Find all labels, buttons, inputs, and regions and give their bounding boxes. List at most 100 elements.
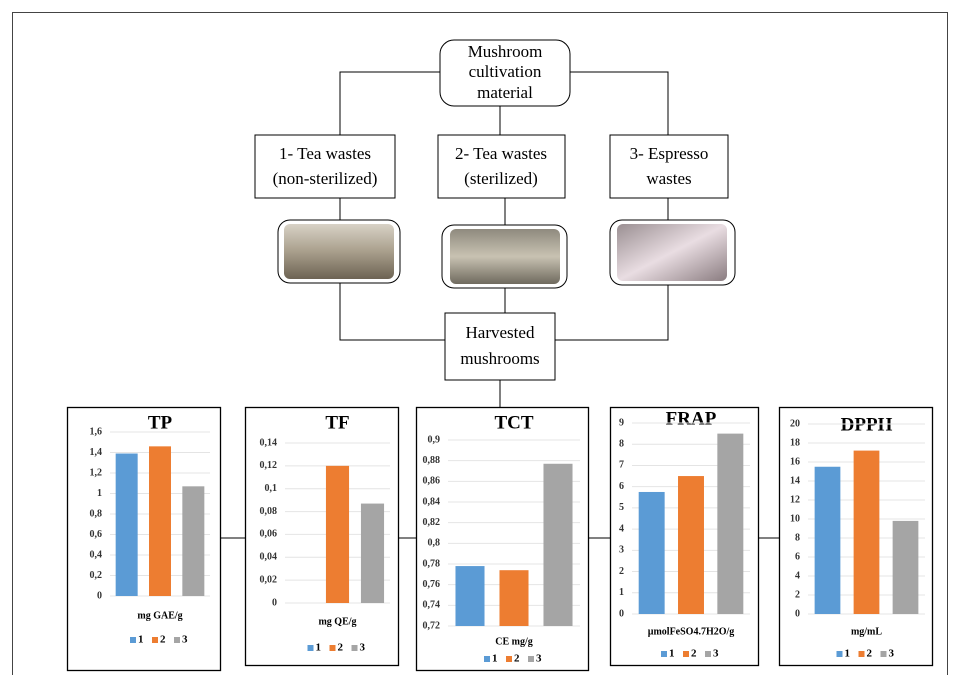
bar [182,486,204,596]
y-tick-label: 16 [790,456,800,467]
bar [149,446,171,596]
legend-swatch [152,637,158,643]
substrate-label: 1- Tea wastes [279,144,371,163]
y-tick-label: 0,74 [423,600,441,611]
y-tick-label: 0 [619,608,624,619]
y-tick-label: 0,72 [423,620,441,631]
chart-title: DPPH [841,414,893,435]
legend-label: 3 [360,642,366,654]
legend-label: 2 [867,648,873,660]
y-tick-label: 2 [795,589,800,600]
y-tick-label: 0,06 [260,529,278,540]
legend-swatch [683,651,689,657]
y-tick-label: 14 [790,475,800,486]
substrate-label: wastes [646,169,691,188]
legend-swatch [352,645,358,651]
legend-label: 2 [160,634,166,646]
legend-swatch [506,656,512,662]
y-tick-label: 9 [619,417,624,428]
y-tick-label: 4 [619,523,624,534]
y-tick-label: 0,82 [423,517,441,528]
bar [361,504,384,603]
legend-swatch [484,656,490,662]
y-tick-label: 6 [795,551,800,562]
bar [326,466,349,603]
mushroom-photo [617,224,727,281]
harvest-label: mushrooms [460,349,539,368]
x-axis-label: mg QE/g [318,616,356,627]
y-tick-label: 0,12 [260,460,278,471]
y-tick-label: 12 [790,494,800,505]
source-label: Mushroom [468,42,543,61]
legend-label: 2 [338,642,344,654]
y-tick-label: 5 [619,502,624,513]
legend-swatch [528,656,534,662]
y-tick-label: 0,9 [428,434,441,445]
legend-label: 2 [514,653,520,665]
chart-title: TP [148,412,173,433]
y-tick-label: 0,08 [260,506,278,517]
legend-swatch [174,637,180,643]
substrate-label: (non-sterilized) [273,169,378,188]
chart-title: TCT [494,412,533,433]
x-axis-label: CE mg/g [495,636,533,647]
bar [116,454,138,596]
x-axis-label: mg/mL [851,626,882,637]
y-tick-label: 1,4 [90,447,103,458]
legend-label: 1 [845,648,851,660]
y-tick-label: 0,76 [423,579,441,590]
source-label: material [477,83,533,102]
legend-label: 2 [691,648,697,660]
y-tick-label: 1,2 [90,467,103,478]
y-tick-label: 0,8 [428,538,441,549]
y-tick-label: 0,1 [265,483,278,494]
legend-swatch [308,645,314,651]
y-tick-label: 8 [619,439,624,450]
y-tick-label: 0,4 [90,549,103,560]
legend-swatch [859,651,865,657]
legend-label: 3 [536,653,542,665]
y-tick-label: 0 [795,608,800,619]
substrate-label: 3- Espresso [630,144,709,163]
y-tick-label: 0,8 [90,508,103,519]
y-tick-label: 7 [619,460,624,471]
legend-swatch [881,651,887,657]
substrate-label: (sterilized) [464,169,538,188]
bar [854,451,880,614]
legend-swatch [661,651,667,657]
y-tick-label: 4 [795,570,800,581]
x-axis-label: mg GAE/g [137,610,182,621]
bar [717,434,743,614]
bar [543,464,572,626]
y-tick-label: 0,86 [423,476,441,487]
y-tick-label: 10 [790,513,800,524]
y-tick-label: 20 [790,418,800,429]
legend-swatch [330,645,336,651]
legend-label: 1 [316,642,322,654]
bar [455,566,484,626]
legend-label: 1 [669,648,675,660]
y-tick-label: 0,88 [423,455,441,466]
y-tick-label: 2 [619,566,624,577]
y-tick-label: 0 [97,590,102,601]
legend-label: 1 [138,634,144,646]
bar [499,570,528,626]
legend-swatch [837,651,843,657]
bar [639,492,665,614]
y-tick-label: 1 [97,488,102,499]
mushroom-photo [450,229,560,284]
y-tick-label: 0,02 [260,574,278,585]
harvest-label: Harvested [466,323,535,342]
y-tick-label: 0 [272,597,277,608]
y-tick-label: 0,14 [260,437,278,448]
bar [678,476,704,614]
source-label: cultivation [469,62,542,81]
y-tick-label: 1,6 [90,426,103,437]
x-axis-label: µmolFeSO4.7H2O/g [648,626,735,637]
bar [893,521,919,614]
chart-title: FRAP [666,408,717,429]
figure: Mushroom cultivation material 1- Tea was… [0,0,959,675]
legend-label: 3 [713,648,719,660]
y-tick-label: 3 [619,545,624,556]
mushroom-photo [284,224,394,279]
